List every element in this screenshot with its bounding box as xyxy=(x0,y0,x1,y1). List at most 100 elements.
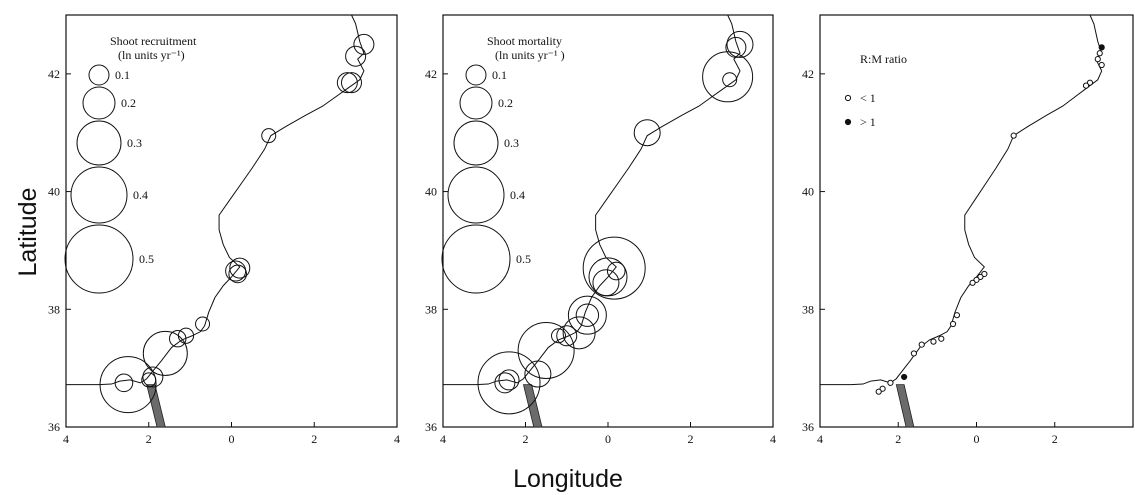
y-tick-label: 42 xyxy=(48,67,60,81)
data-point xyxy=(229,257,251,279)
legend-subtitle: (ln units yr⁻¹ ) xyxy=(495,48,565,62)
legend-size-circle xyxy=(459,86,493,120)
legend-size-label: 0.5 xyxy=(139,252,154,266)
legend-size-circle xyxy=(447,166,505,224)
data-point xyxy=(169,330,187,348)
x-tick-label: 4 xyxy=(63,432,69,446)
data-point xyxy=(1082,82,1090,89)
legend-title: Shoot mortality xyxy=(487,34,562,48)
data-point xyxy=(969,279,976,286)
legend-size-circle xyxy=(88,64,110,86)
y-tick-label: 40 xyxy=(802,185,814,199)
data-point xyxy=(195,316,211,332)
data-point xyxy=(582,236,646,300)
data-point xyxy=(142,330,188,376)
legend-open-marker xyxy=(844,94,852,102)
x-tick-label: 0 xyxy=(605,432,611,446)
legend-size-label: 0.1 xyxy=(492,68,507,82)
data-point xyxy=(228,264,248,284)
legend-title: R:M ratio xyxy=(860,52,907,66)
y-tick-label: 42 xyxy=(802,67,814,81)
y-tick-label: 36 xyxy=(425,420,437,434)
y-tick-label: 36 xyxy=(802,420,814,434)
strait-hatch xyxy=(895,384,915,428)
data-point xyxy=(875,388,882,395)
legend-size-circle xyxy=(70,166,128,224)
y-axis-title: Latitude xyxy=(14,188,42,277)
data-point xyxy=(1096,50,1103,57)
data-point xyxy=(340,72,362,94)
data-point xyxy=(726,30,754,58)
data-point xyxy=(261,128,277,144)
coastline xyxy=(820,14,1103,386)
legend-size-circle xyxy=(465,64,487,86)
data-point xyxy=(918,341,925,348)
x-tick-label: 2 xyxy=(895,432,901,446)
x-tick-label: 2 xyxy=(146,432,152,446)
legend-size-label: 0.1 xyxy=(115,68,130,82)
y-tick-label: 42 xyxy=(425,67,437,81)
y-tick-label: 38 xyxy=(802,302,814,316)
strait-hatch xyxy=(522,384,543,428)
data-point xyxy=(949,320,957,328)
legend-size-label: 0.2 xyxy=(498,96,513,110)
legend-size-label: 0.2 xyxy=(121,96,136,110)
coastline xyxy=(66,14,365,386)
legend-subtitle: (ln units yr⁻¹) xyxy=(118,48,185,62)
legend-size-circle xyxy=(453,120,499,166)
legend-size-label: 0.5 xyxy=(516,252,531,266)
x-tick-label: 2 xyxy=(688,432,694,446)
data-point xyxy=(1098,44,1105,51)
coastline xyxy=(443,14,741,386)
x-tick-label: 4 xyxy=(817,432,823,446)
y-tick-label: 38 xyxy=(425,302,437,316)
legend-size-circle xyxy=(76,120,122,166)
x-tick-label: 2 xyxy=(311,432,317,446)
data-point xyxy=(633,119,661,147)
data-point xyxy=(725,36,747,58)
data-point xyxy=(556,325,578,347)
legend-size-label: 0.3 xyxy=(504,136,519,150)
data-point xyxy=(517,321,575,379)
data-point xyxy=(494,372,516,394)
data-point xyxy=(592,269,620,297)
data-point xyxy=(336,72,358,94)
data-point xyxy=(345,45,367,67)
x-tick-label: 0 xyxy=(229,432,235,446)
data-point xyxy=(114,373,134,393)
x-tick-label: 4 xyxy=(394,432,400,446)
legend-label: < 1 xyxy=(860,91,876,105)
legend-size-circle xyxy=(82,86,116,120)
data-point xyxy=(567,295,607,335)
data-point xyxy=(910,350,918,357)
data-point xyxy=(225,260,247,282)
legend-size-circle xyxy=(441,224,511,294)
data-point xyxy=(722,72,738,88)
y-tick-label: 36 xyxy=(48,420,60,434)
data-point xyxy=(1094,56,1101,63)
legend-size-label: 0.3 xyxy=(127,136,142,150)
data-point xyxy=(953,312,961,319)
data-point xyxy=(938,335,945,342)
strait-hatch xyxy=(146,384,166,428)
data-point xyxy=(606,261,626,281)
x-axis-title: Longitude xyxy=(513,465,623,493)
legend-label: > 1 xyxy=(860,115,876,129)
legend-size-circle xyxy=(64,224,134,294)
y-tick-label: 40 xyxy=(425,185,437,199)
x-tick-label: 0 xyxy=(974,432,980,446)
y-tick-label: 38 xyxy=(48,302,60,316)
data-point xyxy=(524,360,552,388)
y-tick-label: 40 xyxy=(48,185,60,199)
x-tick-label: 4 xyxy=(770,432,776,446)
plot-frame xyxy=(819,14,1134,428)
legend-size-label: 0.4 xyxy=(510,188,525,202)
x-tick-label: 2 xyxy=(1052,432,1058,446)
data-point xyxy=(702,51,754,103)
data-point xyxy=(887,379,894,386)
x-tick-label: 2 xyxy=(523,432,529,446)
data-point xyxy=(477,351,541,415)
